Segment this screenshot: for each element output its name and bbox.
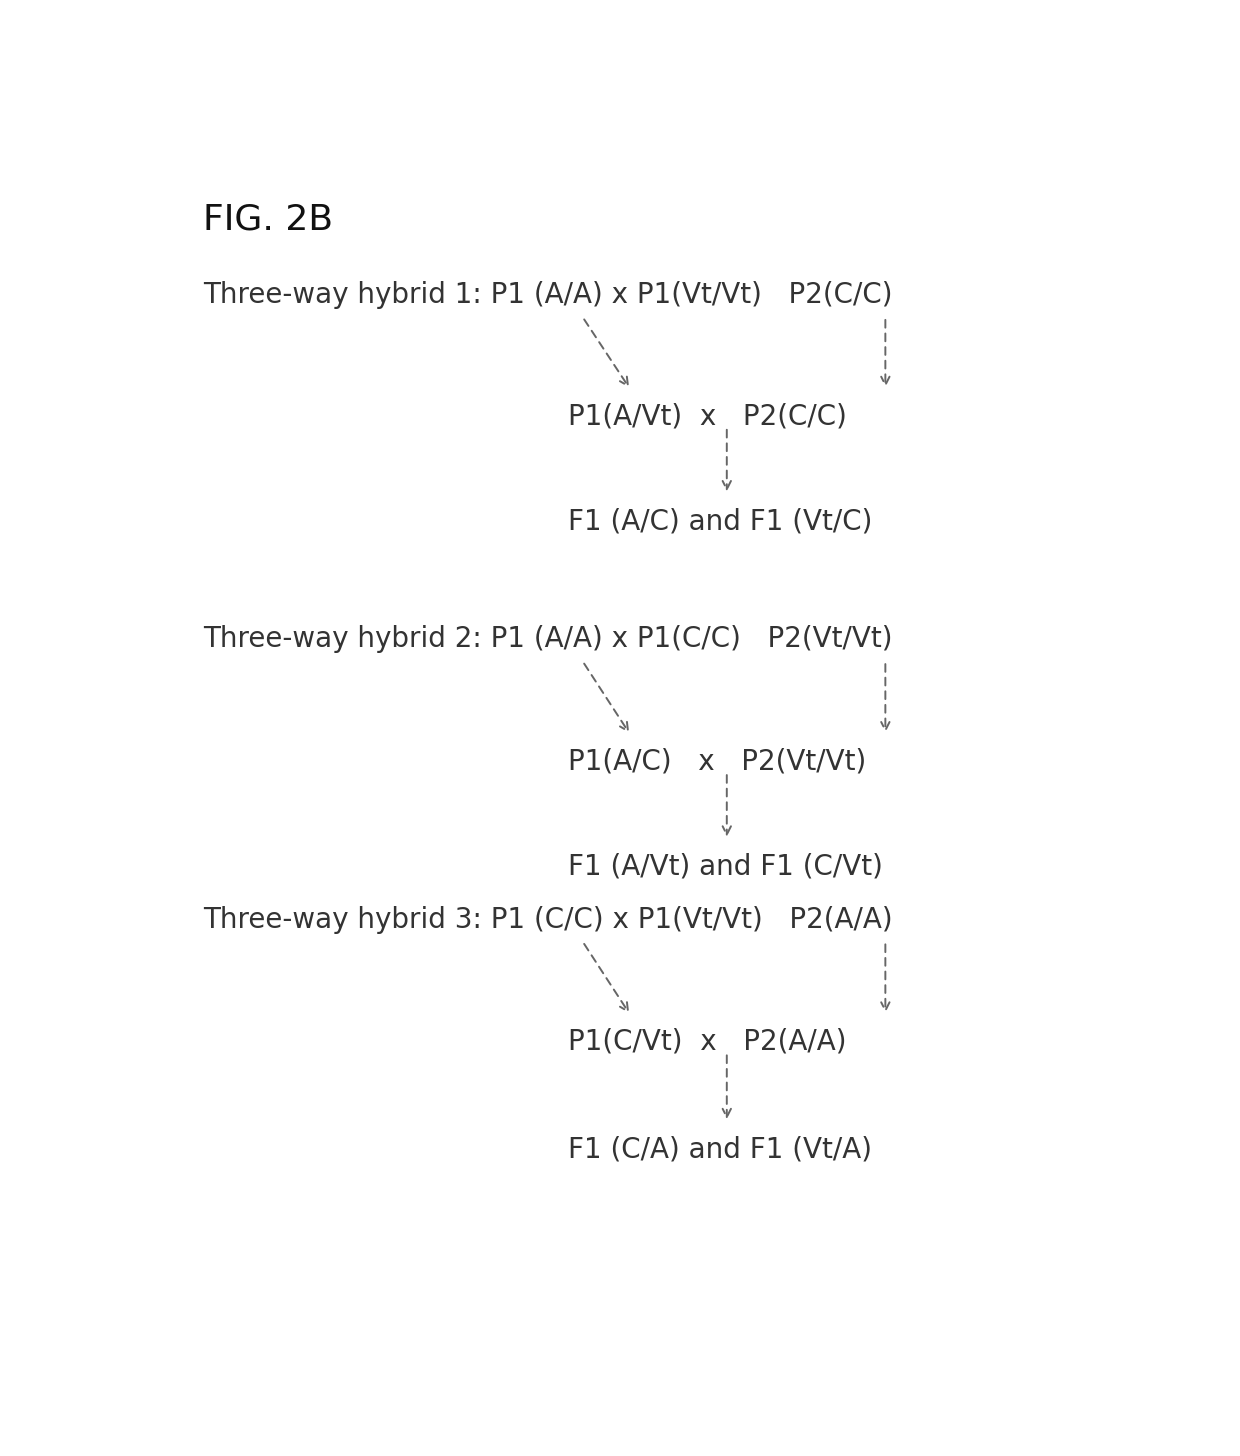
Text: F1 (C/A) and F1 (Vt/A): F1 (C/A) and F1 (Vt/A) bbox=[568, 1136, 872, 1163]
Text: F1 (A/Vt) and F1 (C/Vt): F1 (A/Vt) and F1 (C/Vt) bbox=[568, 853, 883, 881]
Text: P1(A/Vt)  x   P2(C/C): P1(A/Vt) x P2(C/C) bbox=[568, 402, 847, 431]
Text: F1 (A/C) and F1 (Vt/C): F1 (A/C) and F1 (Vt/C) bbox=[568, 508, 873, 536]
Text: P1(A/C)   x   P2(Vt/Vt): P1(A/C) x P2(Vt/Vt) bbox=[568, 747, 867, 776]
Text: FIG. 2B: FIG. 2B bbox=[203, 202, 334, 237]
Text: Three-way hybrid 2: P1 (A/A) x P1(C/C)   P2(Vt/Vt): Three-way hybrid 2: P1 (A/A) x P1(C/C) P… bbox=[203, 626, 893, 654]
Text: Three-way hybrid 3: P1 (C/C) x P1(Vt/Vt)   P2(A/A): Three-way hybrid 3: P1 (C/C) x P1(Vt/Vt)… bbox=[203, 906, 893, 933]
Text: P1(C/Vt)  x   P2(A/A): P1(C/Vt) x P2(A/A) bbox=[568, 1028, 847, 1056]
Text: Three-way hybrid 1: P1 (A/A) x P1(Vt/Vt)   P2(C/C): Three-way hybrid 1: P1 (A/A) x P1(Vt/Vt)… bbox=[203, 281, 893, 309]
